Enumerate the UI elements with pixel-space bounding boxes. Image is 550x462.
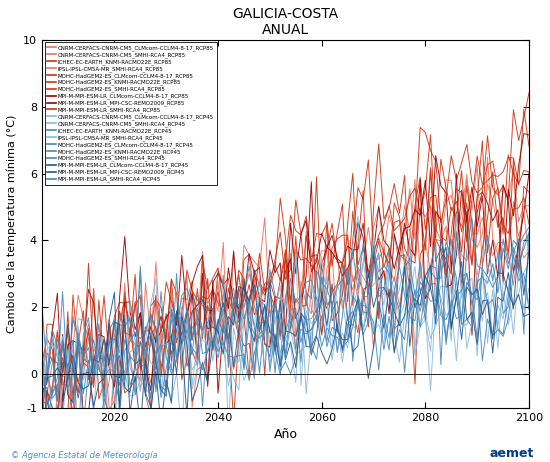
Text: aemet: aemet xyxy=(489,447,534,460)
X-axis label: Año: Año xyxy=(273,428,298,441)
Text: © Agencia Estatal de Meteorología: © Agencia Estatal de Meteorología xyxy=(11,451,158,460)
Legend: CNRM-CERFACS-CNRM-CM5_CLMcom-CCLM4-8-17_RCP85, CNRM-CERFACS-CNRM-CM5_SMHI-RCA4_R: CNRM-CERFACS-CNRM-CM5_CLMcom-CCLM4-8-17_… xyxy=(45,43,217,185)
Y-axis label: Cambio de la temperatura mínima (°C): Cambio de la temperatura mínima (°C) xyxy=(7,115,18,333)
Title: GALICIA-COSTA
ANUAL: GALICIA-COSTA ANUAL xyxy=(232,7,338,37)
